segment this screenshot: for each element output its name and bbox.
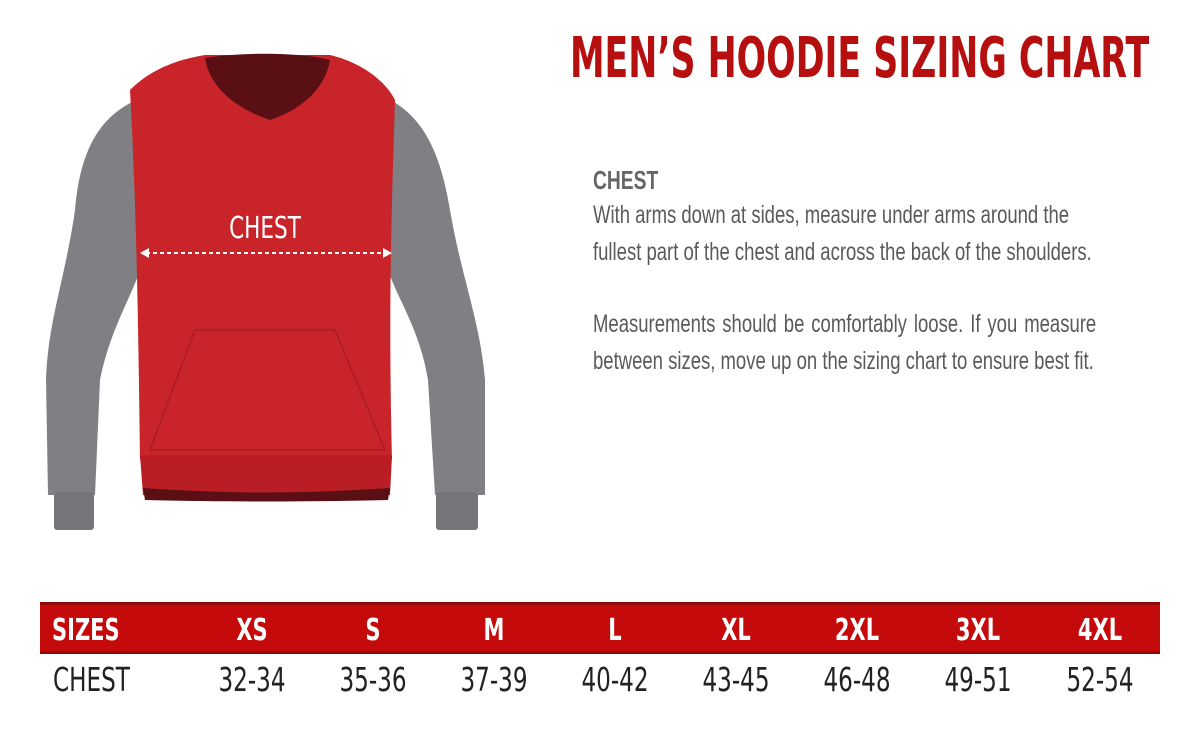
sizes-header-row: SIZES XS S M L XL 2XL 3XL 4XL — [40, 602, 1160, 654]
description-heading: CHEST — [593, 165, 659, 195]
size-header: XL — [721, 613, 751, 648]
description-paragraph-2: Measurements should be comfortably loose… — [593, 310, 1097, 375]
size-header: 2XL — [834, 613, 880, 648]
right-cuff — [436, 492, 478, 530]
size-header: S — [365, 613, 381, 648]
size-header: M — [483, 613, 505, 648]
left-cuff — [54, 492, 94, 530]
size-header: L — [608, 613, 622, 648]
chest-value: 37-39 — [460, 660, 528, 699]
chest-row-label: CHEST — [53, 660, 130, 699]
hem — [143, 488, 390, 502]
waistband — [140, 455, 392, 499]
arrow-right-icon — [383, 248, 392, 258]
chest-value: 52-54 — [1066, 660, 1134, 699]
chest-value: 40-42 — [581, 660, 649, 699]
page-title: MEN’S HOODIE SIZING CHART — [570, 26, 1150, 91]
chest-value: 32-34 — [218, 660, 286, 699]
chest-value: 43-45 — [702, 660, 770, 699]
sizes-header-label: SIZES — [52, 613, 120, 648]
hoodie-illustration: CHEST — [46, 53, 485, 530]
hoodie-body — [130, 55, 395, 460]
chest-measurement-row: CHEST 32-34 35-36 37-39 40-42 43-45 46-4… — [0, 658, 1200, 703]
size-header: XS — [236, 613, 268, 648]
description-paragraph-1: With arms down at sides, measure under a… — [593, 201, 1092, 266]
hood-inside — [205, 53, 330, 120]
chest-value: 35-36 — [339, 660, 407, 699]
size-header: 4XL — [1077, 613, 1123, 648]
left-sleeve — [46, 95, 150, 495]
chest-description: CHEST With arms down at sides, measure u… — [593, 163, 1096, 379]
size-header: 3XL — [955, 613, 1001, 648]
chest-value: 46-48 — [823, 660, 891, 699]
arrow-left-icon — [140, 248, 149, 258]
chest-value: 49-51 — [944, 660, 1012, 699]
chest-label: CHEST — [229, 212, 302, 246]
pocket — [148, 329, 387, 451]
